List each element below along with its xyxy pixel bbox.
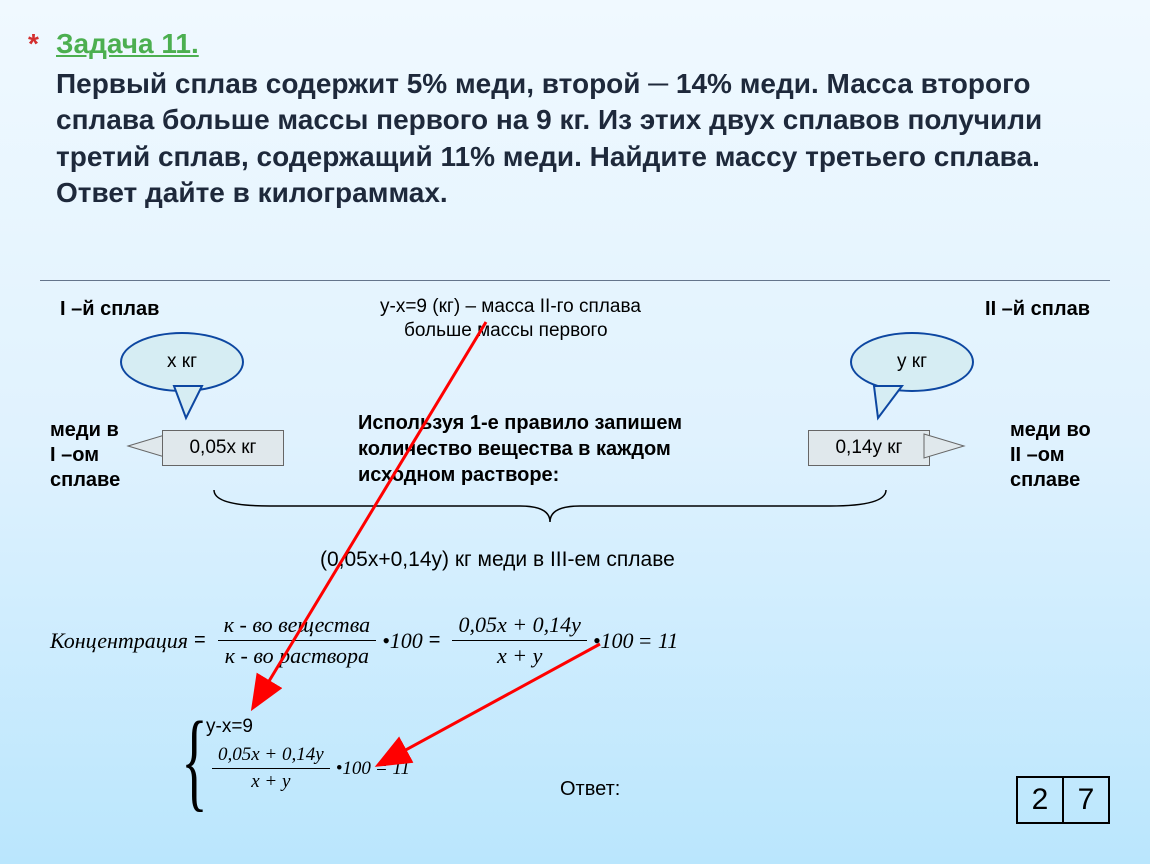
t: 0,05x + 0,14y <box>212 744 330 769</box>
t: •100 <box>336 758 371 780</box>
t: сплаве <box>50 469 120 491</box>
bubble-y-tail <box>868 384 918 424</box>
bubble-x: х кг <box>120 332 244 392</box>
slide: * Задача 11. Первый сплав содержит 5% ме… <box>0 0 1150 864</box>
system-brace-icon: { <box>181 705 207 815</box>
t: II –ом <box>1010 444 1065 466</box>
t: x + y <box>491 641 548 669</box>
sum-line: (0,05х+0,14у) кг меди в III-ем сплаве <box>320 548 675 572</box>
answer-digit-2: 7 <box>1064 776 1110 824</box>
t: Используя 1-е правило запишем <box>358 412 682 434</box>
t: x + y <box>245 769 296 793</box>
t: I –ом <box>50 444 99 466</box>
bubble-x-text: х кг <box>167 351 197 373</box>
t: 0,05x + 0,14y <box>452 612 586 641</box>
rect-right-tail <box>922 432 968 462</box>
t: меди в <box>50 419 119 441</box>
answer-digit-1: 2 <box>1016 776 1064 824</box>
t: количество вещества в каждом <box>358 438 671 460</box>
rect-right-text: 0,14у кг <box>835 437 902 459</box>
asterisk: * <box>28 28 39 60</box>
rect-left: 0,05х кг <box>162 430 284 466</box>
task-title: Задача 11. <box>56 28 199 60</box>
t: сплаве <box>1010 469 1080 491</box>
answer-label: Ответ: <box>560 778 620 801</box>
rule-text: Используя 1-е правило запишем количество… <box>358 410 682 488</box>
answer-box: 2 7 <box>1016 776 1110 824</box>
curly-brace-icon <box>210 486 890 526</box>
label-copper-2: меди во II –ом сплаве <box>1010 418 1091 493</box>
conc-label: Концентрация <box>50 628 188 654</box>
t: = 11 <box>375 758 410 780</box>
bubble-y: у кг <box>850 332 974 392</box>
rect-right: 0,14у кг <box>808 430 930 466</box>
divider <box>40 280 1110 281</box>
note-line-1: у-х=9 (кг) – масса II-го сплава <box>380 296 641 318</box>
problem-text: Первый сплав содержит 5% меди, второй ─ … <box>56 66 1076 212</box>
t: = 11 <box>638 628 679 654</box>
concentration-eq: Концентрация = к - во вещества к - во ра… <box>50 612 678 669</box>
t: •100 <box>593 628 634 654</box>
label-alloy-1: I –й сплав <box>60 298 159 321</box>
t: меди во <box>1010 419 1091 441</box>
bubble-y-text: у кг <box>897 351 927 373</box>
bubble-x-tail <box>168 384 218 424</box>
t: исходном растворе: <box>358 464 559 486</box>
t: к - во вещества <box>218 612 376 641</box>
t: •100 <box>382 628 423 654</box>
label-alloy-2: II –й сплав <box>985 298 1090 321</box>
rect-left-text: 0,05х кг <box>189 437 256 459</box>
note-line-2: больше массы первого <box>404 320 608 342</box>
t: к - во раствора <box>219 641 375 669</box>
sys-eq-2: 0,05x + 0,14y x + y •100 = 11 <box>206 744 410 793</box>
sys-eq-1: у-х=9 <box>206 716 253 738</box>
label-copper-1: меди в I –ом сплаве <box>50 418 120 493</box>
